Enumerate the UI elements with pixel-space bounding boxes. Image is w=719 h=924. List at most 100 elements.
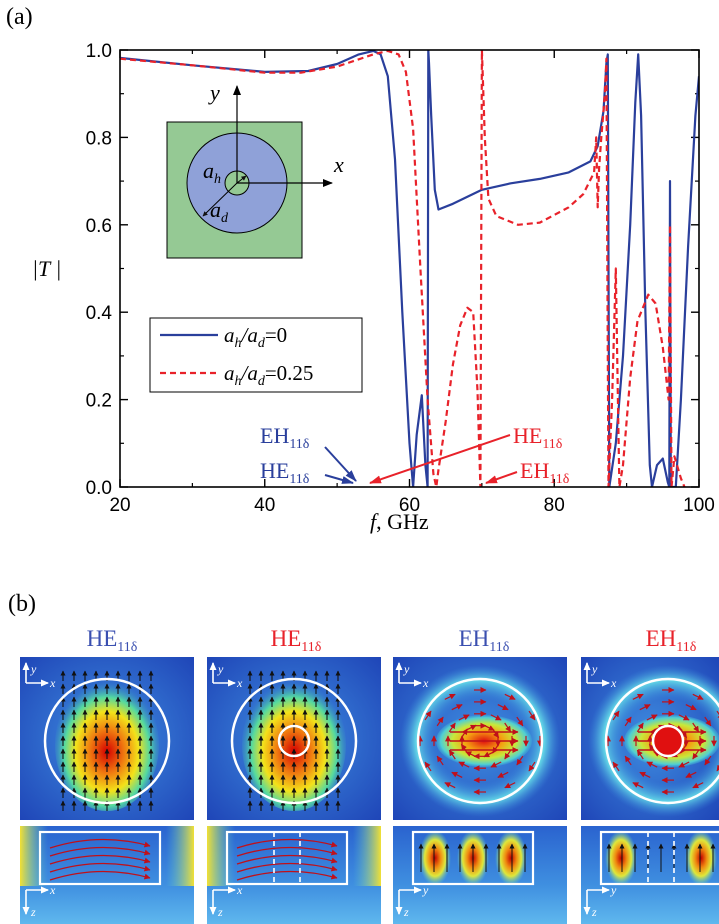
y-axis-title: |T |: [32, 256, 61, 281]
plot-frame: [119, 49, 700, 488]
field-arrow: [692, 782, 704, 789]
resonator-section-outline: [225, 830, 349, 886]
field-arrow: [680, 728, 688, 739]
axis-glyph-label-b: x: [610, 676, 617, 690]
field-lobe: [685, 830, 717, 886]
field-arrow: [236, 846, 338, 857]
y-tick-label: 0.0: [86, 478, 112, 499]
series-line-solid: [120, 50, 699, 487]
field-arrow: [704, 716, 712, 727]
field-arrow: [451, 771, 463, 778]
field-arrow: [49, 854, 151, 865]
x-tick-label: 100: [683, 495, 715, 516]
mode-title: EH11δ: [459, 626, 510, 655]
field-arrow: [639, 771, 651, 778]
field-arrow: [490, 761, 502, 768]
field-arrow: [639, 704, 651, 711]
panel-a-label: (a): [6, 4, 33, 30]
resonator-outline: [43, 677, 171, 805]
legend-box: [149, 317, 363, 393]
mode-title: EH11δ: [646, 626, 697, 655]
field-arrow: [528, 761, 536, 772]
mode-annotations: EH11δ HE11δ HE11δ EH11δ: [260, 423, 570, 487]
field-arrow: [458, 714, 470, 721]
field-arrow: [704, 755, 712, 766]
transverse-field-map: yx: [581, 657, 719, 820]
x-tick-label: 80: [544, 495, 565, 516]
tick-labels: 20 40 60 80 100 0.0 0.2 0.4 0.6 0.8 1.0: [86, 41, 715, 516]
field-arrow: [490, 714, 502, 721]
field-arrow: [444, 782, 456, 789]
field-arrow: [612, 761, 620, 772]
field-arrow: [516, 755, 524, 766]
axis-glyph-label-a: y: [30, 662, 37, 676]
field-arrow: [636, 722, 644, 733]
field-arrow: [646, 714, 658, 721]
field-arrow: [458, 761, 470, 768]
inset-x-label: x: [333, 152, 344, 177]
axis-glyph-label-a: z: [30, 905, 36, 919]
inset-y-label: y: [208, 80, 220, 105]
field-arrow: [692, 693, 704, 700]
field-lobe: [605, 830, 637, 886]
field-arrow: [49, 838, 151, 849]
field-arrow: [236, 862, 338, 873]
field-arrow: [492, 728, 500, 739]
field-arrow: [678, 761, 690, 768]
field-arrow: [504, 749, 512, 760]
axis-ticks: [119, 49, 700, 488]
field-arrow: [49, 862, 151, 873]
panel-b-label: (b): [8, 591, 36, 617]
field-arrow: [236, 838, 338, 849]
field-arrow: [444, 693, 456, 700]
field-arrow: [424, 761, 432, 772]
hole-outline: [651, 724, 685, 758]
resonator-section-outline: [599, 830, 719, 886]
axis-glyph-label-b: y: [610, 883, 617, 897]
axis-glyph-label-a: z: [403, 905, 409, 919]
field-arrow: [436, 716, 444, 727]
field-edge-glow: [20, 826, 48, 886]
inset-ad-label: ad: [210, 197, 229, 226]
field-lobe: [419, 830, 451, 886]
axis-glyph-label-a: z: [591, 905, 597, 919]
mode-titles: HE11δ HE11δ EH11δ EH11δ: [87, 626, 697, 655]
axis-glyph-label-b: x: [49, 883, 56, 897]
resonator-section-outline: [411, 830, 535, 886]
field-arrow: [236, 854, 338, 865]
resonator-outline: [604, 677, 719, 805]
inset-ah-label: ah: [203, 158, 221, 187]
y-tick-label: 1.0: [86, 41, 112, 62]
x-tick-label: 40: [254, 495, 275, 516]
axis-glyph-label-b: x: [49, 676, 56, 690]
axis-glyph-label-b: x: [236, 883, 243, 897]
mode-title: HE11δ: [271, 626, 322, 655]
field-arrow: [692, 722, 700, 733]
field-edge-glow: [166, 826, 194, 886]
field-arrow: [716, 764, 719, 772]
annot-blue-he: HE11δ: [260, 458, 310, 487]
field-arrow: [685, 704, 697, 711]
field-arrow: [692, 749, 700, 760]
field-edge-glow: [207, 826, 235, 886]
field-arrow: [632, 693, 644, 700]
legend-entry-2: ah/ad=0.25: [224, 361, 313, 389]
annot-blue-eh-arrow: [324, 446, 357, 482]
legend-entry-1: ah/ad=0: [224, 323, 287, 351]
field-arrow: [504, 722, 512, 733]
field-lobe: [495, 830, 527, 886]
series-line-dashed: [120, 50, 686, 487]
longitudinal-field-map: zy: [393, 826, 567, 924]
resonator-section-outline: [38, 830, 162, 886]
resonator-outline: [416, 677, 544, 805]
annot-red-he: HE11δ: [513, 423, 563, 452]
field-arrow: [612, 710, 620, 721]
field-background: [20, 826, 194, 924]
y-tick-label: 0.4: [86, 303, 113, 324]
